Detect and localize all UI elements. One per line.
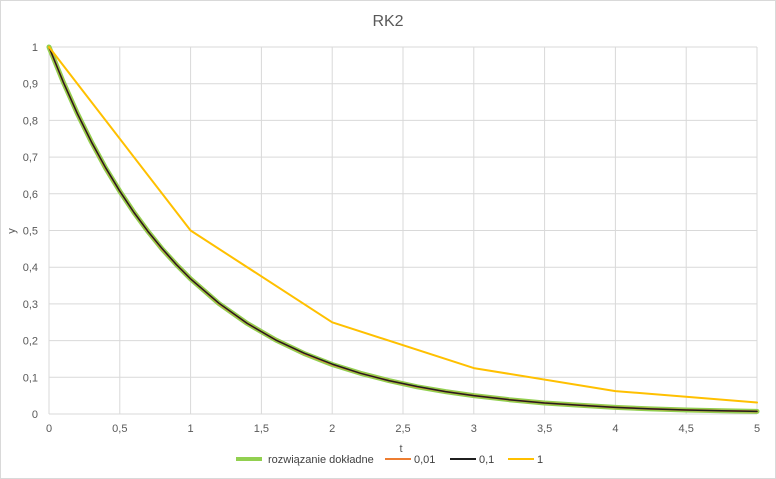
x-tick-label: 0 — [46, 423, 52, 435]
series-line-2 — [48, 46, 758, 413]
x-tick-label: 1,5 — [254, 423, 269, 435]
y-axis-tick-labels: 0 0,1 0,2 0,3 0,4 0,5 0,6 0,7 0,8 0,9 1 — [23, 42, 38, 421]
y-tick-label: 0,9 — [23, 79, 38, 91]
y-axis-title: y — [6, 228, 18, 234]
x-tick-label: 2,5 — [395, 423, 410, 435]
y-tick-label: 0,6 — [23, 189, 38, 201]
y-tick-label: 0,2 — [23, 336, 38, 348]
y-tick-label: 0,8 — [23, 115, 38, 127]
series-lines — [46, 44, 760, 414]
legend-label-0[interactable]: rozwiązanie dokładne — [268, 454, 374, 466]
y-tick-label: 0,4 — [23, 262, 38, 274]
series-line-3 — [48, 46, 758, 404]
x-tick-label: 3 — [471, 423, 477, 435]
x-tick-label: 2 — [329, 423, 335, 435]
y-tick-label: 0,7 — [23, 152, 38, 164]
y-tick-label: 0,5 — [23, 226, 38, 238]
x-tick-label: 1 — [188, 423, 194, 435]
x-axis-title: t — [399, 443, 402, 455]
x-axis-tick-labels: 0 0,5 1 1,5 2 2,5 3 3,5 4 4,5 5 — [46, 423, 760, 435]
y-tick-label: 1 — [32, 42, 38, 54]
legend-label-3[interactable]: 1 — [537, 454, 543, 466]
legend[interactable]: rozwiązanie dokładne 0,01 0,1 1 — [236, 454, 543, 466]
x-tick-label: 0,5 — [112, 423, 127, 435]
y-tick-label: 0,3 — [23, 299, 38, 311]
y-tick-label: 0 — [32, 409, 38, 421]
x-tick-label: 4 — [612, 423, 618, 435]
legend-label-1[interactable]: 0,01 — [414, 454, 435, 466]
x-tick-label: 3,5 — [537, 423, 552, 435]
legend-label-2[interactable]: 0,1 — [479, 454, 494, 466]
chart-title: RK2 — [372, 13, 403, 30]
x-tick-label: 4,5 — [679, 423, 694, 435]
gridlines — [48, 46, 758, 415]
x-tick-label: 5 — [754, 423, 760, 435]
y-tick-label: 0,1 — [23, 372, 38, 384]
